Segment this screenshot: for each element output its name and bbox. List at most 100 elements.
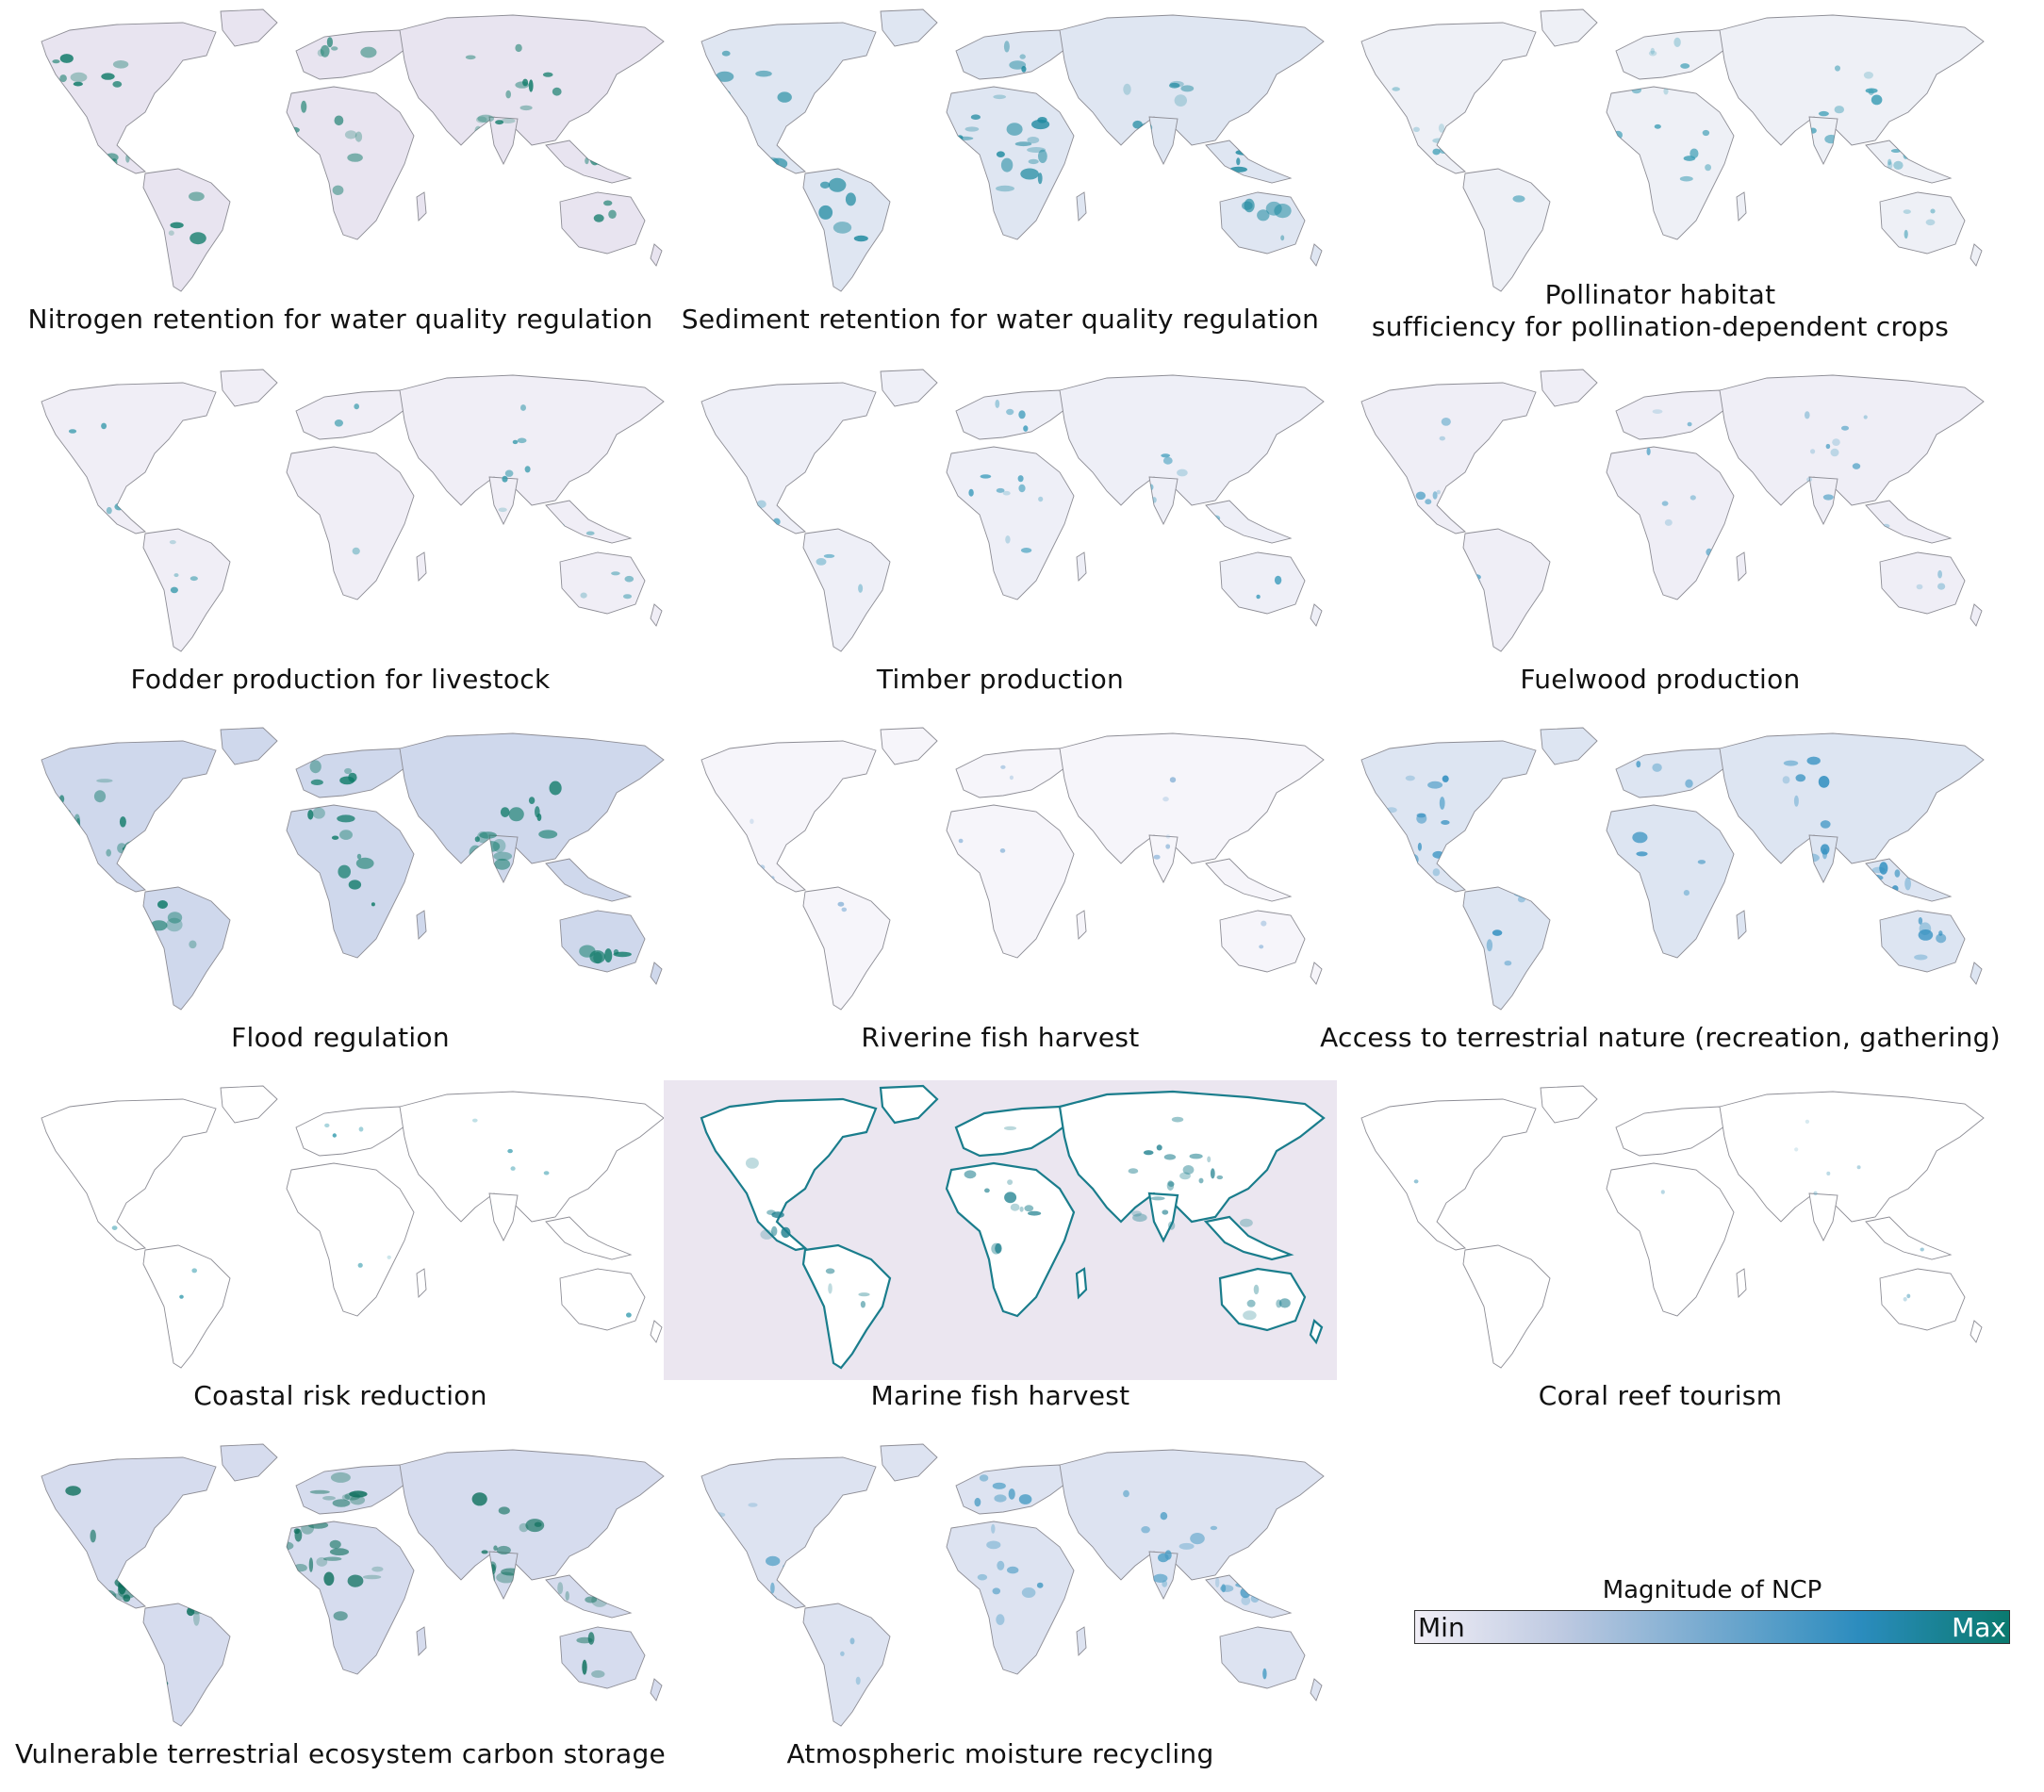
- continent-new-zealand: [650, 603, 663, 627]
- continent-new-zealand: [1970, 1320, 1983, 1343]
- map-panel: Sediment retention for water quality reg…: [660, 0, 1341, 357]
- continent-madagascar: [1076, 191, 1087, 222]
- continent-australia: [559, 910, 646, 973]
- world-map: [1324, 1080, 1997, 1380]
- continent-australia: [1219, 910, 1306, 973]
- continent-india: [488, 476, 519, 526]
- continent-asia: [1059, 732, 1325, 864]
- continent-africa: [286, 804, 415, 959]
- continent-africa: [945, 1161, 1076, 1318]
- continent-south-america: [802, 168, 891, 292]
- continent-asia: [399, 1091, 665, 1223]
- continent-north-america: [1360, 22, 1537, 174]
- continent-madagascar: [416, 551, 427, 583]
- continent-new-zealand: [650, 962, 663, 985]
- continent-asia: [1059, 374, 1325, 506]
- continent-australia: [1879, 551, 1966, 615]
- map-panel: Pollinator habitat sufficiency for polli…: [1320, 0, 2001, 357]
- continent-north-america: [701, 1456, 877, 1609]
- continent-se-asia: [1205, 858, 1293, 902]
- continent-north-america: [41, 1456, 217, 1609]
- continent-madagascar: [416, 1268, 427, 1299]
- continent-greenland: [220, 727, 278, 765]
- continent-se-asia: [1865, 1216, 1953, 1260]
- map-panel: Marine fish harvest: [660, 1077, 1341, 1434]
- continent-asia: [1059, 1449, 1325, 1581]
- world-map: [664, 4, 1337, 304]
- continent-europe: [1615, 29, 1730, 80]
- continent-africa: [1606, 804, 1735, 959]
- continent-south-america: [142, 168, 231, 292]
- continent-africa: [286, 1162, 415, 1317]
- continent-new-zealand: [1309, 1319, 1324, 1345]
- continent-india: [1147, 1192, 1179, 1243]
- continent-se-asia: [545, 500, 633, 544]
- continent-south-america: [1462, 886, 1551, 1011]
- continent-madagascar: [1736, 910, 1747, 941]
- continent-india: [488, 116, 519, 166]
- continent-north-america: [1360, 1098, 1537, 1251]
- continent-greenland: [880, 1443, 938, 1482]
- continent-asia: [1719, 732, 1985, 864]
- continent-se-asia: [545, 858, 633, 902]
- continent-se-asia: [545, 1574, 633, 1619]
- continent-greenland: [1540, 369, 1598, 407]
- continent-india: [1808, 1192, 1838, 1242]
- continent-australia: [1879, 191, 1966, 255]
- continent-south-america: [801, 1243, 892, 1370]
- continent-africa: [1606, 446, 1735, 600]
- continent-se-asia: [1865, 140, 1953, 184]
- continent-south-america: [142, 1603, 231, 1727]
- continent-asia: [1719, 14, 1985, 146]
- continent-india: [1808, 476, 1838, 526]
- continent-asia: [1719, 374, 1985, 506]
- world-map: [4, 1439, 677, 1738]
- continent-greenland: [880, 727, 938, 765]
- continent-europe: [955, 389, 1070, 440]
- continent-north-america: [701, 740, 877, 893]
- continent-madagascar: [1075, 1267, 1088, 1300]
- continent-greenland: [1540, 8, 1598, 47]
- continent-new-zealand: [650, 1678, 663, 1702]
- continent-madagascar: [1736, 191, 1747, 222]
- continent-europe: [954, 1105, 1071, 1158]
- map-panel: Coastal risk reduction: [0, 1077, 681, 1434]
- world-map: [664, 722, 1337, 1022]
- continent-south-america: [802, 1603, 891, 1727]
- world-map: [1324, 722, 1997, 1022]
- continent-south-america: [1462, 1244, 1551, 1369]
- continent-north-america: [41, 22, 217, 174]
- continent-madagascar: [416, 1626, 427, 1657]
- continent-madagascar: [1736, 1268, 1747, 1299]
- continent-greenland: [880, 369, 938, 407]
- continent-australia: [559, 1268, 646, 1331]
- world-map: [664, 1439, 1337, 1738]
- world-map: [1324, 4, 1997, 304]
- continent-madagascar: [1076, 1626, 1087, 1657]
- map-caption: Atmospheric moisture recycling: [786, 1738, 1214, 1769]
- continent-africa: [946, 1521, 1075, 1675]
- continent-europe: [955, 748, 1070, 798]
- continent-europe: [295, 389, 410, 440]
- continent-madagascar: [416, 910, 427, 941]
- continent-australia: [1218, 1267, 1307, 1332]
- map-panel: Atmospheric moisture recycling: [660, 1435, 1341, 1792]
- continent-madagascar: [1736, 551, 1747, 583]
- continent-india: [1148, 116, 1179, 166]
- continent-se-asia: [545, 1216, 633, 1260]
- continent-africa: [286, 86, 415, 240]
- continent-new-zealand: [650, 243, 663, 267]
- legend-min-label: Min: [1418, 1612, 1465, 1643]
- continent-south-america: [142, 1244, 231, 1369]
- continent-new-zealand: [1970, 962, 1983, 985]
- continent-greenland: [220, 1443, 278, 1482]
- continent-greenland: [220, 1085, 278, 1124]
- continent-se-asia: [1865, 500, 1953, 544]
- continent-south-america: [142, 886, 231, 1011]
- map-caption: Coastal risk reduction: [193, 1380, 487, 1411]
- continent-india: [488, 1192, 519, 1242]
- world-map: [4, 1080, 677, 1380]
- continent-north-america: [41, 740, 217, 893]
- world-map: [664, 364, 1337, 664]
